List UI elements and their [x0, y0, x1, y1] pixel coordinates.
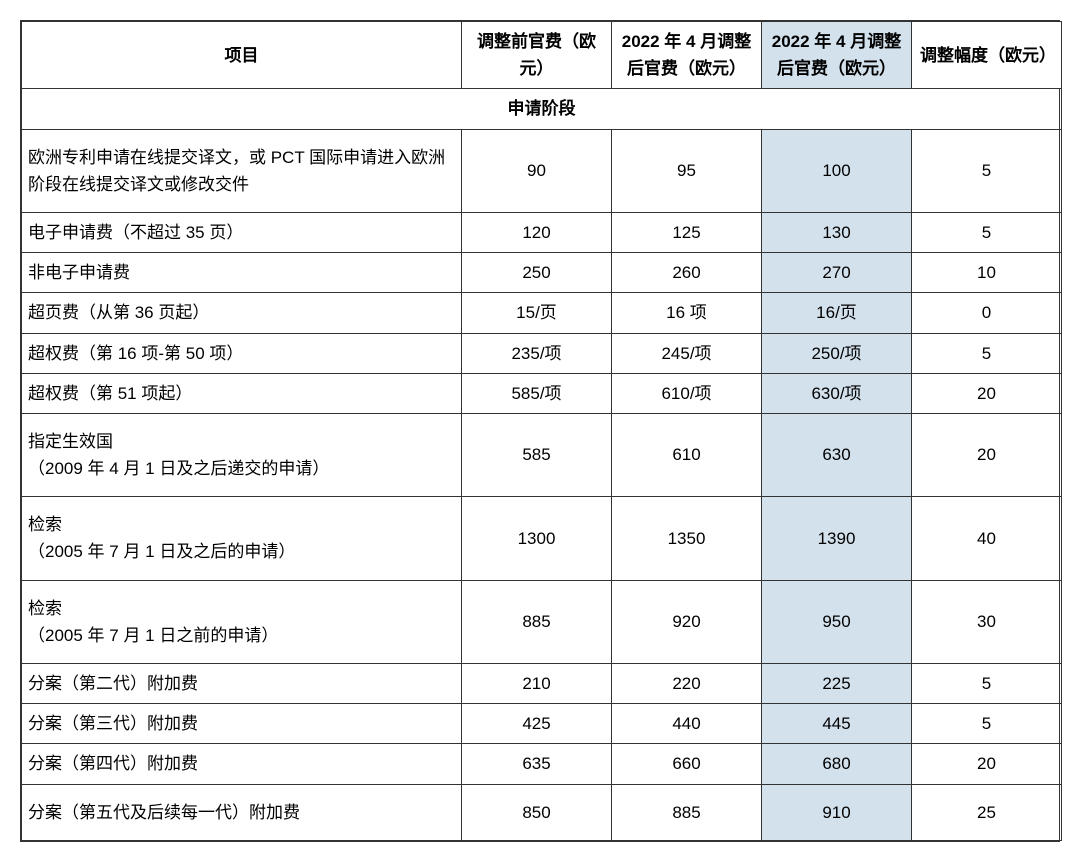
row-value: 850 — [462, 784, 612, 840]
table-row: 指定生效国（2009 年 4 月 1 日及之后递交的申请）58561063020 — [22, 413, 1062, 496]
row-value: 210 — [462, 664, 612, 704]
row-value: 10 — [912, 253, 1062, 293]
row-value: 5 — [912, 664, 1062, 704]
table-row: 超权费（第 51 项起）585/项610/项630/项20 — [22, 373, 1062, 413]
row-value: 680 — [762, 744, 912, 784]
row-value: 250/项 — [762, 333, 912, 373]
row-value: 610 — [612, 413, 762, 496]
row-value: 125 — [612, 212, 762, 252]
row-value: 630/项 — [762, 373, 912, 413]
table-row: 超权费（第 16 项-第 50 项）235/项245/项250/项5 — [22, 333, 1062, 373]
table-row: 检索（2005 年 7 月 1 日之前的申请）88592095030 — [22, 580, 1062, 663]
fee-table: 项目 调整前官费（欧元） 2022 年 4 月调整后官费（欧元） 2022 年 … — [21, 21, 1062, 841]
col-header-after-b: 2022 年 4 月调整后官费（欧元） — [762, 22, 912, 89]
row-value: 90 — [462, 129, 612, 212]
row-value: 20 — [912, 413, 1062, 496]
row-value: 660 — [612, 744, 762, 784]
row-value: 5 — [912, 129, 1062, 212]
row-value: 40 — [912, 497, 1062, 580]
table-row: 超页费（从第 36 页起）15/页16 项16/页0 — [22, 293, 1062, 333]
row-value: 225 — [762, 664, 912, 704]
row-label: 分案（第三代）附加费 — [22, 704, 462, 744]
table-body: 申请阶段 欧洲专利申请在线提交译文，或 PCT 国际申请进入欧洲阶段在线提交译文… — [22, 89, 1062, 840]
col-header-before: 调整前官费（欧元） — [462, 22, 612, 89]
row-label: 欧洲专利申请在线提交译文，或 PCT 国际申请进入欧洲阶段在线提交译文或修改交件 — [22, 129, 462, 212]
row-value: 950 — [762, 580, 912, 663]
row-label: 超页费（从第 36 页起） — [22, 293, 462, 333]
row-value: 910 — [762, 784, 912, 840]
row-label: 指定生效国（2009 年 4 月 1 日及之后递交的申请） — [22, 413, 462, 496]
table-header: 项目 调整前官费（欧元） 2022 年 4 月调整后官费（欧元） 2022 年 … — [22, 22, 1062, 89]
table-row: 分案（第五代及后续每一代）附加费85088591025 — [22, 784, 1062, 840]
row-value: 95 — [612, 129, 762, 212]
row-value: 630 — [762, 413, 912, 496]
row-value: 30 — [912, 580, 1062, 663]
row-value: 635 — [462, 744, 612, 784]
row-value: 585/项 — [462, 373, 612, 413]
row-value: 5 — [912, 333, 1062, 373]
row-label: 分案（第二代）附加费 — [22, 664, 462, 704]
row-value: 440 — [612, 704, 762, 744]
row-label: 非电子申请费 — [22, 253, 462, 293]
row-value: 5 — [912, 704, 1062, 744]
row-value: 100 — [762, 129, 912, 212]
row-value: 270 — [762, 253, 912, 293]
row-value: 920 — [612, 580, 762, 663]
row-label: 超权费（第 16 项-第 50 项） — [22, 333, 462, 373]
table-row: 检索（2005 年 7 月 1 日及之后的申请）13001350139040 — [22, 497, 1062, 580]
fee-table-container: 项目 调整前官费（欧元） 2022 年 4 月调整后官费（欧元） 2022 年 … — [20, 20, 1060, 842]
table-row: 电子申请费（不超过 35 页）1201251305 — [22, 212, 1062, 252]
row-value: 16/页 — [762, 293, 912, 333]
row-value: 130 — [762, 212, 912, 252]
col-header-delta: 调整幅度（欧元） — [912, 22, 1062, 89]
col-header-after-a: 2022 年 4 月调整后官费（欧元） — [612, 22, 762, 89]
row-value: 220 — [612, 664, 762, 704]
section-row: 申请阶段 — [22, 89, 1062, 129]
row-value: 250 — [462, 253, 612, 293]
row-value: 15/页 — [462, 293, 612, 333]
row-value: 120 — [462, 212, 612, 252]
row-value: 260 — [612, 253, 762, 293]
row-value: 885 — [462, 580, 612, 663]
row-value: 885 — [612, 784, 762, 840]
row-value: 20 — [912, 744, 1062, 784]
row-value: 16 项 — [612, 293, 762, 333]
section-title: 申请阶段 — [22, 89, 1062, 129]
row-label: 分案（第五代及后续每一代）附加费 — [22, 784, 462, 840]
col-header-item: 项目 — [22, 22, 462, 89]
row-value: 235/项 — [462, 333, 612, 373]
row-value: 0 — [912, 293, 1062, 333]
row-value: 1390 — [762, 497, 912, 580]
row-value: 425 — [462, 704, 612, 744]
row-value: 20 — [912, 373, 1062, 413]
table-row: 非电子申请费25026027010 — [22, 253, 1062, 293]
row-value: 245/项 — [612, 333, 762, 373]
table-row: 分案（第三代）附加费4254404455 — [22, 704, 1062, 744]
table-row: 欧洲专利申请在线提交译文，或 PCT 国际申请进入欧洲阶段在线提交译文或修改交件… — [22, 129, 1062, 212]
row-label: 超权费（第 51 项起） — [22, 373, 462, 413]
row-label: 检索（2005 年 7 月 1 日之前的申请） — [22, 580, 462, 663]
row-value: 5 — [912, 212, 1062, 252]
table-row: 分案（第四代）附加费63566068020 — [22, 744, 1062, 784]
row-value: 1350 — [612, 497, 762, 580]
row-value: 25 — [912, 784, 1062, 840]
row-value: 1300 — [462, 497, 612, 580]
row-value: 445 — [762, 704, 912, 744]
row-value: 610/项 — [612, 373, 762, 413]
row-value: 585 — [462, 413, 612, 496]
row-label: 电子申请费（不超过 35 页） — [22, 212, 462, 252]
table-row: 分案（第二代）附加费2102202255 — [22, 664, 1062, 704]
row-label: 检索（2005 年 7 月 1 日及之后的申请） — [22, 497, 462, 580]
row-label: 分案（第四代）附加费 — [22, 744, 462, 784]
